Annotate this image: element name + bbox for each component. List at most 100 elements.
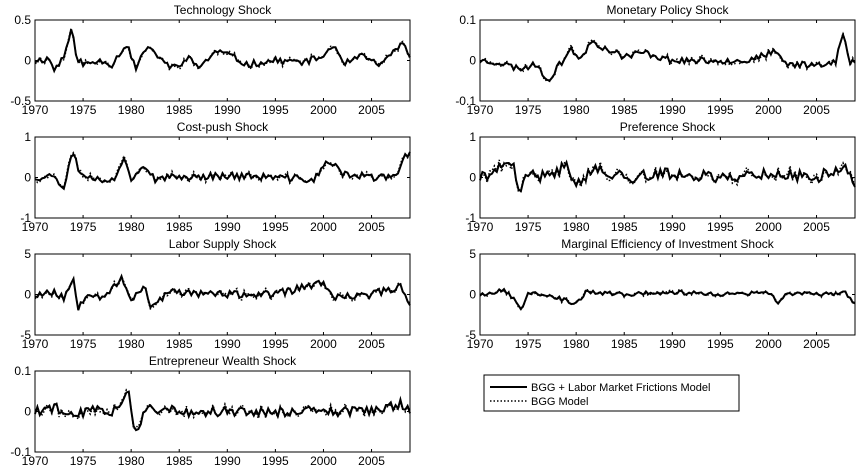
x-tick-label: 1995 (262, 454, 289, 468)
y-tick-label: 0 (24, 54, 31, 68)
x-tick-label: 1995 (707, 337, 734, 351)
chart-title: Preference Shock (620, 120, 716, 134)
x-tick-label: 1985 (611, 103, 638, 117)
x-tick-label: 1970 (22, 103, 49, 117)
x-tick-label: 1990 (659, 337, 686, 351)
x-tick-label: 1980 (563, 337, 590, 351)
x-tick-label: 1970 (22, 454, 49, 468)
chart-title: Marginal Efficiency of Investment Shock (561, 237, 775, 251)
chart-title: Monetary Policy Shock (606, 3, 729, 17)
series-line-bgg-labor-frictions (34, 151, 411, 191)
x-tick-label: 2000 (755, 220, 782, 234)
x-tick-label: 2005 (358, 103, 385, 117)
x-tick-label: 1980 (118, 337, 145, 351)
x-tick-label: 1975 (515, 103, 542, 117)
y-tick-label: -0.1 (10, 445, 31, 459)
x-tick-label: 1975 (70, 454, 97, 468)
x-tick-label: 1980 (118, 103, 145, 117)
plot-frame (479, 253, 856, 336)
chart-title: Cost-push Shock (177, 120, 269, 134)
x-tick-label: 1990 (214, 454, 241, 468)
y-tick-label: 0 (469, 54, 476, 68)
x-tick-label: 1980 (118, 454, 145, 468)
legend-label: BGG + Labor Market Frictions Model (531, 382, 710, 394)
x-tick-label: 1990 (659, 220, 686, 234)
x-tick-label: 1985 (611, 337, 638, 351)
x-tick-label: 1990 (659, 103, 686, 117)
chart-title: Labor Supply Shock (169, 237, 277, 251)
x-tick-label: 1970 (467, 337, 494, 351)
y-tick-label: 1 (469, 130, 476, 144)
y-tick-label: -5 (465, 328, 476, 342)
x-tick-label: 2000 (310, 220, 337, 234)
series-line-bgg-labor-frictions (479, 31, 856, 82)
y-tick-label: 1 (24, 130, 31, 144)
y-tick-label: -1 (465, 211, 476, 225)
y-tick-label: 0 (469, 171, 476, 185)
series-line-bgg-labor-frictions (479, 159, 856, 193)
plot-frame (34, 19, 411, 102)
x-tick-label: 2005 (803, 337, 830, 351)
chart-panel: Marginal Efficiency of Investment Shock 5… (465, 237, 856, 351)
series-line-bgg-labor-frictions (479, 287, 856, 311)
plot-frame (479, 19, 856, 102)
x-tick-label: 1975 (515, 337, 542, 351)
y-tick-label: 0 (24, 405, 31, 419)
x-tick-label: 1985 (166, 220, 193, 234)
x-tick-label: 1975 (70, 220, 97, 234)
legend-box (483, 374, 740, 412)
y-tick-label: -0.1 (455, 94, 476, 108)
x-tick-label: 1970 (22, 220, 49, 234)
x-tick-label: 1970 (467, 103, 494, 117)
x-tick-label: 2005 (803, 220, 830, 234)
series-line-bgg-labor-frictions (34, 273, 411, 311)
x-tick-label: 1995 (262, 337, 289, 351)
x-tick-label: 1985 (166, 454, 193, 468)
y-tick-label: -0.5 (10, 94, 31, 108)
y-tick-label: 0 (469, 288, 476, 302)
y-tick-label: 0.1 (459, 13, 476, 27)
y-tick-label: 0.5 (14, 13, 31, 27)
x-tick-label: 2000 (755, 337, 782, 351)
x-tick-label: 1995 (262, 220, 289, 234)
y-tick-label: 0 (24, 288, 31, 302)
series-line-bgg-labor-frictions (34, 390, 411, 432)
y-tick-label: -1 (20, 211, 31, 225)
x-tick-label: 1990 (214, 220, 241, 234)
chart-title: Technology Shock (174, 3, 272, 17)
x-tick-label: 1970 (467, 220, 494, 234)
y-tick-label: 0.1 (14, 364, 31, 378)
y-tick-label: 0 (24, 171, 31, 185)
x-tick-label: 1975 (70, 337, 97, 351)
x-tick-label: 1995 (707, 220, 734, 234)
x-tick-label: 1985 (611, 220, 638, 234)
y-tick-label: -5 (20, 328, 31, 342)
x-tick-label: 2000 (310, 337, 337, 351)
x-tick-label: 1970 (22, 337, 49, 351)
x-tick-label: 1975 (70, 103, 97, 117)
x-tick-label: 2005 (358, 337, 385, 351)
x-tick-label: 1990 (214, 103, 241, 117)
x-tick-label: 2000 (755, 103, 782, 117)
x-tick-label: 1975 (515, 220, 542, 234)
x-tick-label: 1995 (262, 103, 289, 117)
x-tick-label: 1985 (166, 103, 193, 117)
x-tick-label: 2005 (803, 103, 830, 117)
x-tick-label: 2000 (310, 103, 337, 117)
x-tick-label: 2005 (358, 220, 385, 234)
x-tick-label: 1980 (118, 220, 145, 234)
x-tick-label: 1995 (707, 103, 734, 117)
legend: BGG + Labor Market Frictions Model BGG Mo… (483, 374, 740, 412)
x-tick-label: 2005 (358, 454, 385, 468)
legend-label: BGG Model (531, 396, 588, 408)
y-tick-label: 5 (469, 247, 476, 261)
y-tick-label: 5 (24, 247, 31, 261)
x-tick-label: 2000 (310, 454, 337, 468)
